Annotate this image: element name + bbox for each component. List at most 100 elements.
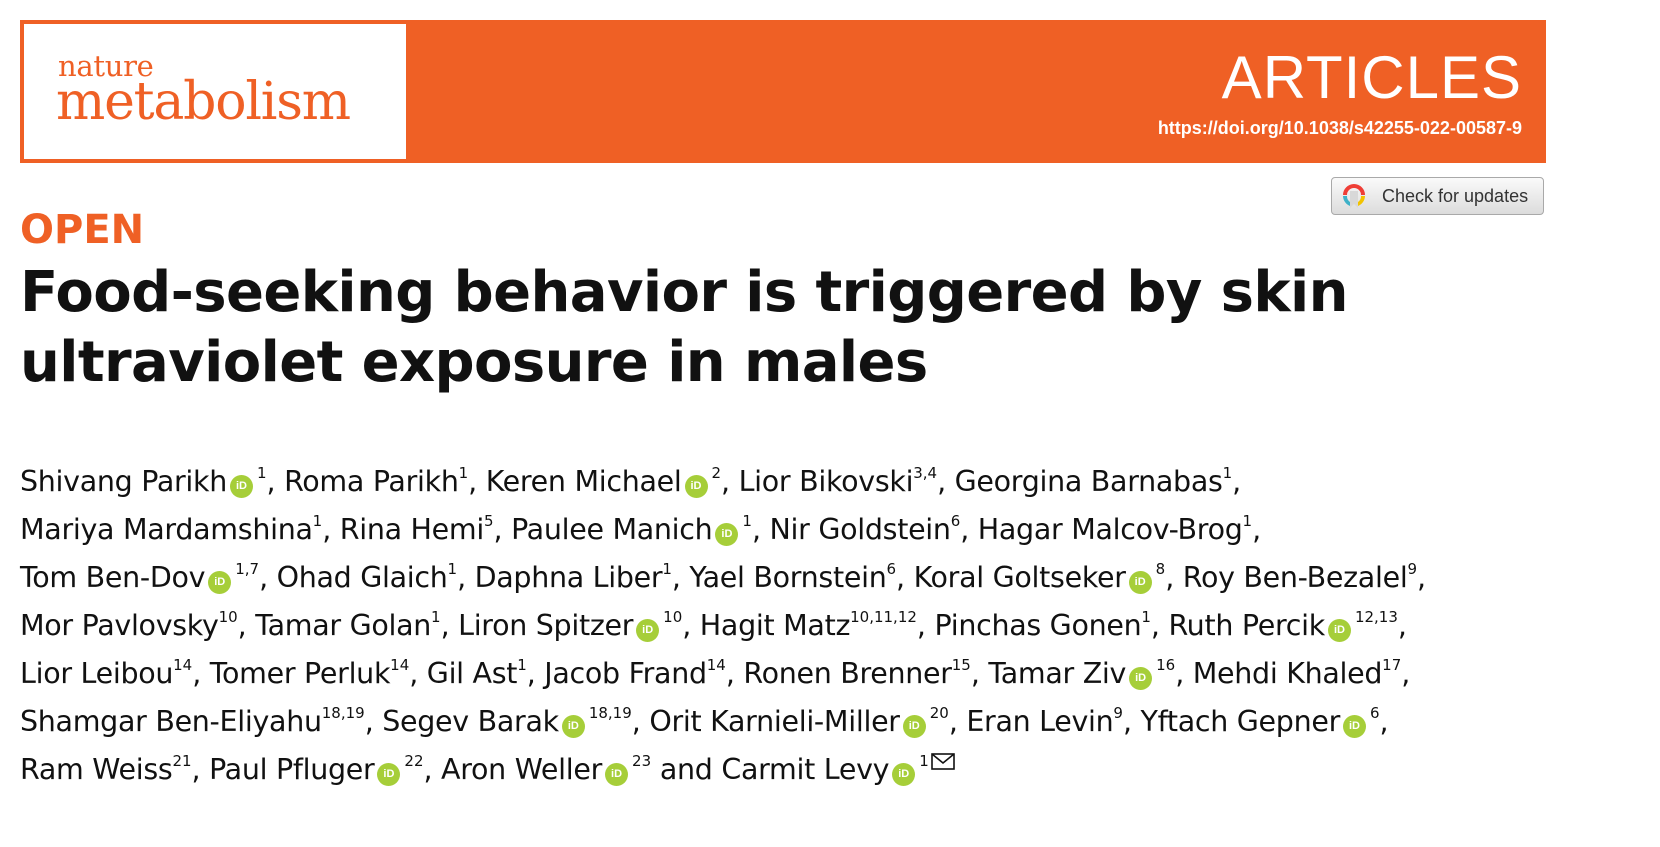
author-name[interactable]: Tamar Ziv [988,657,1127,690]
check-for-updates-button[interactable]: Check for updates [1331,177,1544,215]
affiliation-number[interactable]: 3,4 [913,464,938,482]
logo-nature-text: nature [58,49,154,83]
affiliation-number[interactable]: 14 [390,656,410,674]
author-name[interactable]: Mor Pavlovsky [20,609,219,642]
affiliation-number[interactable]: 9 [1113,704,1123,722]
author-name[interactable]: Paulee Manich [511,513,713,546]
affiliation-number[interactable]: 6 [1370,704,1380,722]
author-name[interactable]: Rina Hemi [339,513,485,546]
orcid-icon[interactable]: iD [902,715,926,738]
affiliation-number[interactable]: 5 [483,512,494,530]
author-name[interactable]: Shamgar Ben-Eliyahu [20,705,322,738]
orcid-icon[interactable]: iD [605,763,629,786]
orcid-icon[interactable]: iD [684,475,708,498]
author-name[interactable]: Liron Spitzer [458,609,634,642]
orcid-icon[interactable]: iD [1327,619,1351,642]
affiliation-number[interactable]: 1 [1141,608,1151,626]
author-name[interactable]: Georgina Barnabas [954,465,1223,498]
affiliation-number[interactable]: 1 [447,560,458,578]
author-name[interactable]: Lior Bikovski [738,465,914,498]
author-name[interactable]: Roy Ben-Bezalel [1182,561,1408,594]
affiliation-number[interactable]: 10 [218,608,238,626]
affiliation-number[interactable]: 18,19 [321,704,365,722]
orcid-icon[interactable]: iD [892,763,916,786]
author-name[interactable]: Nir Goldstein [769,513,951,546]
author-name[interactable]: Tomer Perluk [209,657,391,690]
author-name[interactable]: Shivang Parikh [20,465,227,498]
author-name[interactable]: Daphna Liber [474,561,663,594]
affiliation-number[interactable]: 1 [742,512,752,530]
author-name[interactable]: Ram Weiss [20,753,173,786]
author-name[interactable]: Mehdi Khaled [1192,657,1383,690]
author-name[interactable]: Yael Bornstein [689,561,887,594]
author-name[interactable]: Ronen Brenner [743,657,952,690]
author-list: Shivang Parikh iD1, Roma Parikh1, Keren M… [20,458,1580,794]
orcid-icon[interactable]: iD [561,715,585,738]
affiliation-number[interactable]: 1 [517,656,527,674]
orcid-icon[interactable]: iD [230,475,253,498]
author-name[interactable]: Paul Pfluger [209,753,375,786]
author-name[interactable]: Keren Michael [485,465,682,498]
author-line: Lior Leibou14, Tomer Perluk14, Gil Ast1,… [20,656,1411,690]
journal-logo[interactable]: nature metabolism [24,24,406,159]
affiliation-number[interactable]: 2 [711,464,722,482]
affiliation-number[interactable]: 14 [173,656,193,674]
affiliation-number[interactable]: 14 [706,656,726,674]
affiliation-number[interactable]: 15 [951,656,971,674]
orcid-icon[interactable]: iD [1129,667,1153,690]
orcid-icon[interactable]: iD [715,523,739,546]
affiliation-number[interactable]: 16 [1156,656,1176,674]
author-name[interactable]: Orit Karnieli-Miller [649,705,900,738]
author-name[interactable]: Aron Weller [441,753,603,786]
author-name[interactable]: Pinchas Gonen [934,609,1142,642]
affiliation-number[interactable]: 10 [663,608,683,626]
affiliation-number[interactable]: 12,13 [1354,608,1398,626]
author-name[interactable]: Eran Levin [966,705,1114,738]
doi-link[interactable]: https://doi.org/10.1038/s42255-022-00587… [1157,118,1522,138]
author-name[interactable]: Tamar Golan [255,609,432,642]
affiliation-number[interactable]: 10,11,12 [850,608,917,626]
author-name[interactable]: Tom Ben-Dov [20,561,206,594]
author-name[interactable]: Yftach Gepner [1140,705,1341,738]
author-name[interactable]: Ruth Percik [1168,609,1325,642]
author-name[interactable]: Lior Leibou [20,657,174,690]
author-name[interactable]: Roma Parikh [284,465,459,498]
affiliation-number[interactable]: 1,7 [235,560,260,578]
orcid-icon[interactable]: iD [636,619,660,642]
author-name[interactable]: Carmit Levy [721,753,890,786]
author-name[interactable]: Koral Goltseker [913,561,1126,594]
author-name[interactable]: Segev Barak [382,705,559,738]
author-name[interactable]: Jacob Frand [544,657,707,690]
affiliation-number[interactable]: 1 [312,512,323,530]
affiliation-number[interactable]: 18,19 [588,704,632,722]
affiliation-number[interactable]: 20 [929,704,949,722]
author-name[interactable]: Ohad Glaich [276,561,448,594]
orcid-icon[interactable]: iD [377,763,401,786]
affiliation-number[interactable]: 6 [886,560,897,578]
affiliation-number[interactable]: 1 [458,464,469,482]
author-name[interactable]: Mariya Mardamshina [20,513,313,546]
affiliation-number[interactable]: 9 [1407,560,1417,578]
affiliation-number[interactable]: 23 [632,752,652,770]
affiliation-number[interactable]: 17 [1382,656,1402,674]
author-name[interactable]: Gil Ast [426,657,518,690]
affiliation-number[interactable]: 6 [950,512,961,530]
affiliation-number[interactable]: 1 [919,752,929,770]
author-line: Shamgar Ben-Eliyahu18,19, Segev Barak iD1… [20,704,1389,738]
article-title: Food-seeking behavior is triggered by sk… [20,260,1349,395]
affiliation-number[interactable]: 1 [431,608,441,626]
envelope-icon[interactable] [930,753,955,770]
orcid-icon[interactable]: iD [208,571,232,594]
author-name[interactable]: Hagit Matz [699,609,851,642]
affiliation-number[interactable]: 22 [404,752,424,770]
orcid-icon[interactable]: iD [1343,715,1366,738]
affiliation-number[interactable]: 1 [1222,464,1233,482]
affiliation-number[interactable]: 1 [662,560,672,578]
affiliation-number[interactable]: 1 [257,464,267,482]
orcid-icon[interactable]: iD [1128,571,1152,594]
affiliation-number[interactable]: 21 [172,752,192,770]
affiliation-number[interactable]: 1 [1242,512,1253,530]
author-name[interactable]: Hagar Malcov-Brog [977,513,1243,546]
check-for-updates-label: Check for updates [1382,185,1529,206]
affiliation-number[interactable]: 8 [1155,560,1166,578]
